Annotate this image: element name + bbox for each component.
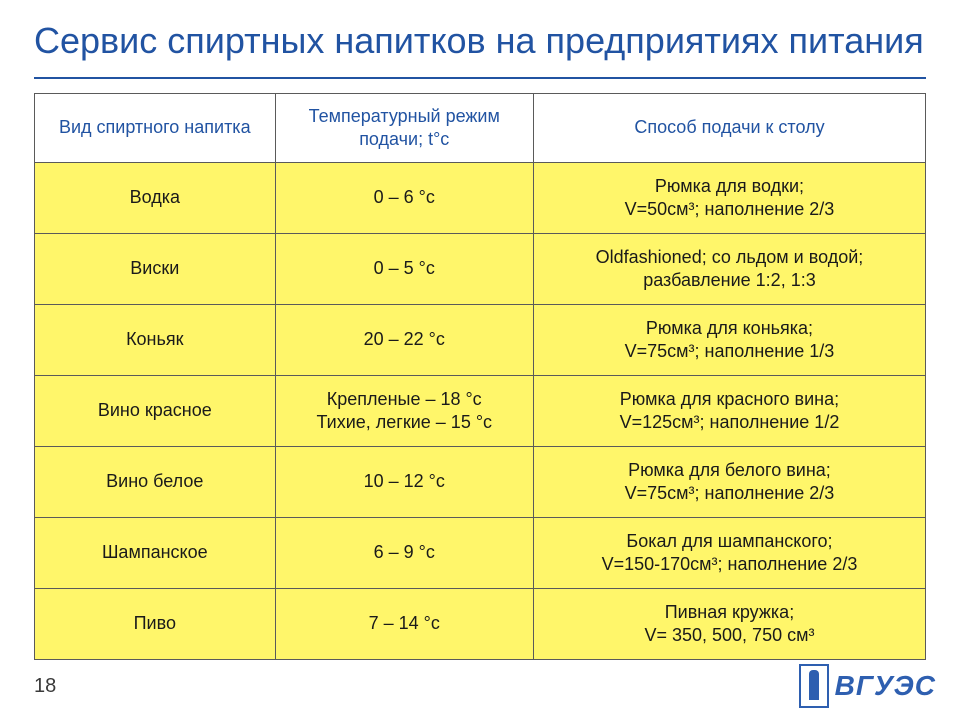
cell-temp: 10 – 12 °с (275, 447, 533, 518)
table-row: Шампанское6 – 9 °сБокал для шампанского;… (35, 518, 926, 589)
table-row: Водка0 – 6 °сРюмка для водки;V=50см³; на… (35, 163, 926, 234)
cell-drink: Пиво (35, 589, 276, 660)
col-header-temp: Температурный режим подачи; t°с (275, 94, 533, 163)
cell-serve: Пивная кружка;V= 350, 500, 750 см³ (533, 589, 925, 660)
table-row: Вино белое10 – 12 °сРюмка для белого вин… (35, 447, 926, 518)
slide: Сервис спиртных напитков на предприятиях… (0, 0, 960, 720)
table-row: Пиво7 – 14 °сПивная кружка;V= 350, 500, … (35, 589, 926, 660)
cell-drink: Вино белое (35, 447, 276, 518)
cell-drink: Коньяк (35, 305, 276, 376)
col-header-drink: Вид спиртного напитка (35, 94, 276, 163)
cell-drink: Вино красное (35, 376, 276, 447)
table-row: Коньяк20 – 22 °сРюмка для коньяка;V=75см… (35, 305, 926, 376)
title-underline (34, 77, 926, 79)
cell-temp: Крепленые – 18 °сТихие, легкие – 15 °с (275, 376, 533, 447)
col-header-serve: Способ подачи к столу (533, 94, 925, 163)
table-row: Виски0 – 5 °сOldfashioned; со льдом и во… (35, 234, 926, 305)
slide-title: Сервис спиртных напитков на предприятиях… (34, 18, 926, 63)
table-body: Водка0 – 6 °сРюмка для водки;V=50см³; на… (35, 163, 926, 660)
logo-emblem-icon (799, 664, 829, 708)
cell-drink: Виски (35, 234, 276, 305)
cell-serve: Рюмка для красного вина;V=125см³; наполн… (533, 376, 925, 447)
cell-serve: Рюмка для белого вина;V=75см³; наполнени… (533, 447, 925, 518)
cell-temp: 20 – 22 °с (275, 305, 533, 376)
cell-temp: 0 – 6 °с (275, 163, 533, 234)
cell-drink: Шампанское (35, 518, 276, 589)
cell-drink: Водка (35, 163, 276, 234)
page-number: 18 (34, 675, 56, 698)
cell-serve: Бокал для шампанского;V=150-170см³; напо… (533, 518, 925, 589)
table-row: Вино красноеКрепленые – 18 °сТихие, легк… (35, 376, 926, 447)
cell-temp: 6 – 9 °с (275, 518, 533, 589)
drinks-table: Вид спиртного напитка Температурный режи… (34, 93, 926, 660)
logo-text: ВГУЭС (835, 670, 936, 702)
table-header: Вид спиртного напитка Температурный режи… (35, 94, 926, 163)
cell-serve: Рюмка для водки;V=50см³; наполнение 2/3 (533, 163, 925, 234)
cell-temp: 7 – 14 °с (275, 589, 533, 660)
logo: ВГУЭС (799, 664, 936, 708)
cell-serve: Рюмка для коньяка;V=75см³; наполнение 1/… (533, 305, 925, 376)
cell-temp: 0 – 5 °с (275, 234, 533, 305)
cell-serve: Oldfashioned; со льдом и водой;разбавлен… (533, 234, 925, 305)
